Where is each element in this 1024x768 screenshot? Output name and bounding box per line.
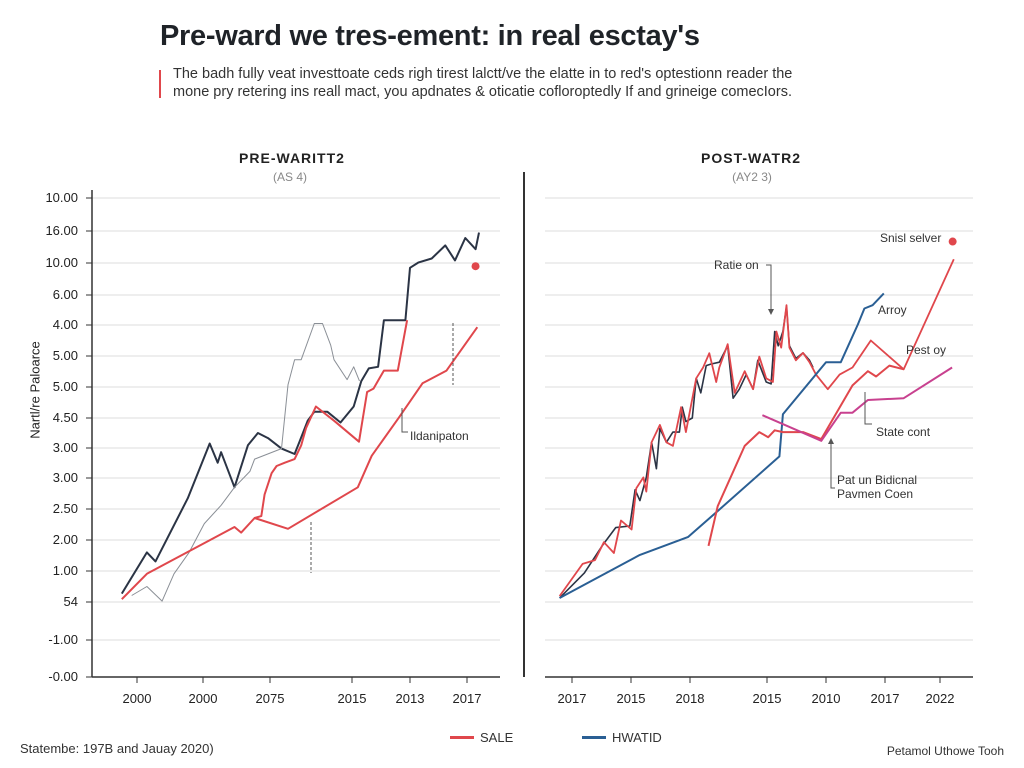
- annotation-label: Pavmen Coen: [837, 487, 914, 501]
- y-axis-label: Nartl/re Paloarce: [27, 341, 43, 439]
- y-tick-label: 3.00: [53, 470, 78, 485]
- x-tick-label: 2000: [189, 691, 218, 706]
- right-chart-title: POST-WATR2: [701, 150, 801, 166]
- arrow-head-icon: [768, 309, 774, 315]
- series-line: [558, 258, 955, 597]
- y-tick-label: 54: [64, 594, 78, 609]
- x-tick-label: 2015: [338, 691, 367, 706]
- data-marker: [471, 262, 480, 271]
- series-line: [120, 232, 480, 595]
- annotation-label: Pat un Bidicnal: [837, 473, 918, 487]
- y-tick-label: 1.00: [53, 563, 78, 578]
- y-tick-label: 2.50: [53, 501, 78, 516]
- y-tick-label: 4.00: [53, 317, 78, 332]
- subtitle-accent-bar: [159, 70, 161, 98]
- annotation-leader: [830, 440, 835, 489]
- x-tick-label: 2017: [871, 691, 900, 706]
- series-line: [707, 364, 904, 547]
- x-tick-label: 2015: [753, 691, 782, 706]
- legend-swatch: [450, 736, 474, 739]
- annotation-label: Snisl selver: [880, 231, 942, 245]
- y-tick-label: 16.00: [45, 223, 78, 238]
- annotation-leader: [766, 264, 772, 313]
- x-tick-label: 2000: [123, 691, 152, 706]
- legend-item-hwatid: HWATID: [582, 730, 662, 745]
- x-tick-label: 2018: [676, 691, 705, 706]
- x-tick-label: 2013: [396, 691, 425, 706]
- annotation-label: State cont: [876, 425, 931, 439]
- footer-source: Statembe: 197B and Jauay 2020): [20, 741, 214, 756]
- y-tick-label: 2.00: [53, 532, 78, 547]
- legend-label: SALE: [480, 730, 514, 745]
- left-chart-title: PRE-WARITT2: [239, 150, 345, 166]
- y-tick-label: -0.00: [48, 669, 78, 684]
- annotation-label: Pest oy: [906, 343, 947, 357]
- arrow-head-icon: [828, 438, 834, 444]
- y-tick-label: 3.00: [53, 440, 78, 455]
- y-tick-label: 6.00: [53, 287, 78, 302]
- y-tick-label: 10.00: [45, 190, 78, 205]
- x-tick-label: 2015: [617, 691, 646, 706]
- y-tick-label: 5.00: [53, 379, 78, 394]
- annotation-label: Ratie on: [714, 258, 759, 272]
- x-tick-label: 2017: [453, 691, 482, 706]
- right-chart: 2017 2015 2018 2015 2010 2017 2022: [545, 197, 973, 706]
- y-tick-label: 4.50: [53, 410, 78, 425]
- series-line: [762, 366, 953, 442]
- legend-item-sale: SALE: [450, 730, 513, 745]
- x-tick-label: 2010: [812, 691, 841, 706]
- annotation-label: Ildanipaton: [410, 429, 469, 443]
- x-tick-label: 2017: [558, 691, 587, 706]
- page-title: Pre-ward we tres-ement: in real esctay's: [160, 20, 700, 52]
- series-line: [559, 306, 814, 599]
- y-tick-label: -1.00: [48, 632, 78, 647]
- right-chart-subtitle: (AY2 3): [732, 170, 772, 184]
- x-tick-label: 2075: [256, 691, 285, 706]
- annotation-label: Arroy: [878, 303, 907, 317]
- legend-label: HWATID: [612, 730, 662, 745]
- series-line: [131, 323, 360, 602]
- legend-swatch: [582, 736, 606, 739]
- subtitle-line-1: The badh fully veat investtoate ceds rig…: [173, 66, 793, 82]
- y-tick-label: 10.00: [45, 255, 78, 270]
- series-line: [121, 320, 409, 600]
- series-line: [559, 292, 885, 599]
- footer-credit: Petamol Uthowe Tooh: [886, 744, 1004, 758]
- y-tick-label: 5.00: [53, 348, 78, 363]
- left-chart: -0.00 -1.00 54 1.00 2.00 2.50 3.00 3.00 4.50 5.00…: [45, 190, 500, 706]
- series-line: [254, 326, 479, 530]
- subtitle-line-2: mone pry retering ins reall mact, you ap…: [173, 84, 792, 100]
- x-tick-label: 2022: [926, 691, 955, 706]
- annotation-leader: [864, 392, 872, 425]
- left-chart-subtitle: (AS 4): [272, 170, 308, 184]
- annotation-leader: [401, 408, 408, 433]
- data-marker: [948, 237, 957, 246]
